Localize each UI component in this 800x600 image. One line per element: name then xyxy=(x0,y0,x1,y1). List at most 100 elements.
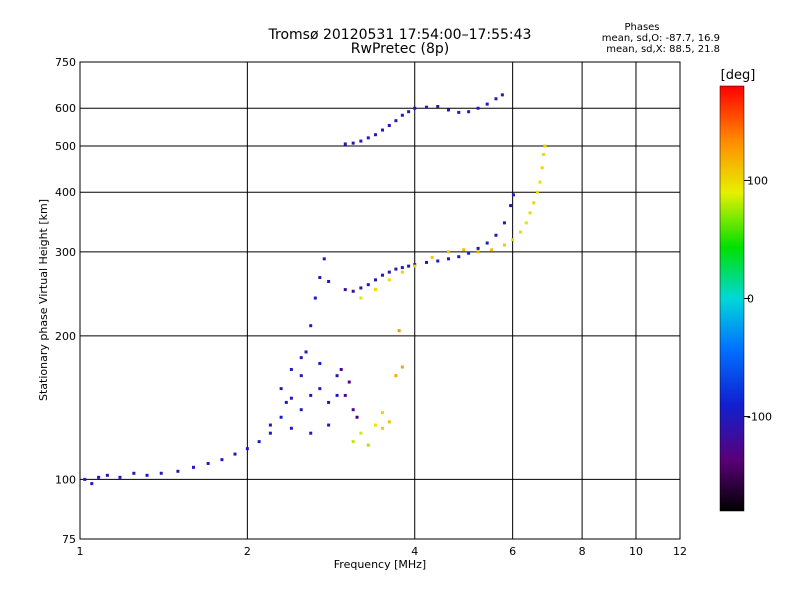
data-point xyxy=(289,396,293,400)
data-point xyxy=(90,482,94,486)
data-point xyxy=(359,286,363,290)
data-point xyxy=(343,393,347,397)
data-point xyxy=(528,211,532,215)
x-tick-label: 10 xyxy=(629,545,643,558)
colorbar-tick-label: 100 xyxy=(747,174,768,187)
data-point xyxy=(446,108,450,112)
x-tick-label: 1 xyxy=(77,545,84,558)
data-point xyxy=(425,260,429,264)
data-point xyxy=(355,415,359,419)
data-point xyxy=(542,152,546,156)
data-point xyxy=(318,276,322,280)
data-point xyxy=(299,374,303,378)
data-point xyxy=(494,97,498,101)
data-point xyxy=(509,204,513,208)
data-point xyxy=(490,248,494,252)
data-point xyxy=(313,296,317,300)
chart-title: Tromsø 20120531 17:54:00–17:55:43 xyxy=(268,27,532,43)
data-point xyxy=(327,279,331,283)
x-tick-label: 6 xyxy=(509,545,516,558)
x-axis-ticks: 1 2 4 6 8 10 12 xyxy=(77,545,688,558)
data-point xyxy=(366,283,370,287)
x-axis-label: Frequency [MHz] xyxy=(334,558,426,571)
x-tick-label: 8 xyxy=(579,545,586,558)
data-point xyxy=(413,264,417,268)
data-point xyxy=(511,193,515,197)
data-point xyxy=(373,423,377,427)
y-axis-label: Stationary phase Virtual Height [km] xyxy=(37,199,50,401)
data-point xyxy=(359,296,363,300)
y-axis-ticks: 75 100 200 300 400 500 600 750 xyxy=(55,56,76,546)
colorbar xyxy=(719,85,745,512)
data-point xyxy=(394,374,398,378)
data-point xyxy=(380,411,384,415)
data-point xyxy=(467,251,471,255)
y-tick-label: 600 xyxy=(55,102,76,115)
data-point xyxy=(500,93,504,97)
data-point xyxy=(289,367,293,371)
data-point xyxy=(318,387,322,391)
data-point xyxy=(351,408,355,412)
data-points xyxy=(83,93,547,486)
data-point xyxy=(351,440,355,444)
data-point xyxy=(543,144,547,148)
y-tick-label: 200 xyxy=(55,330,76,343)
data-point xyxy=(446,250,450,254)
data-point xyxy=(206,461,210,465)
data-point xyxy=(400,266,404,270)
y-tick-label: 300 xyxy=(55,246,76,259)
x-tick-label: 12 xyxy=(673,545,687,558)
data-point xyxy=(446,257,450,261)
data-point xyxy=(397,329,401,333)
data-point xyxy=(335,374,339,378)
data-point xyxy=(366,136,370,140)
data-point xyxy=(387,420,391,424)
data-point xyxy=(343,288,347,292)
data-point xyxy=(318,361,322,365)
data-point xyxy=(476,246,480,250)
data-point xyxy=(467,110,471,114)
data-point xyxy=(268,431,272,435)
data-point xyxy=(511,238,515,242)
phases-heading: Phases xyxy=(624,22,660,33)
data-point xyxy=(351,141,355,145)
data-point xyxy=(373,278,377,282)
data-point xyxy=(284,400,288,404)
data-point xyxy=(400,365,404,369)
data-point xyxy=(540,166,544,170)
y-tick-label: 500 xyxy=(55,140,76,153)
data-point xyxy=(400,113,404,117)
data-point xyxy=(380,426,384,430)
data-point xyxy=(322,257,326,261)
data-point xyxy=(289,426,293,430)
data-point xyxy=(394,119,398,123)
colorbar-unit: [deg] xyxy=(720,68,756,83)
data-point xyxy=(457,110,461,114)
y-tick-label: 75 xyxy=(62,533,76,546)
data-point xyxy=(359,431,363,435)
data-point xyxy=(299,408,303,412)
data-point xyxy=(535,190,539,194)
data-point xyxy=(394,267,398,271)
data-point xyxy=(436,105,440,109)
plot-area xyxy=(79,61,681,540)
data-point xyxy=(304,350,308,354)
data-point xyxy=(519,230,523,234)
data-point xyxy=(502,221,506,225)
data-point xyxy=(105,473,109,477)
colorbar-tick-label: -100 xyxy=(747,411,772,424)
data-point xyxy=(309,324,313,328)
data-point xyxy=(335,393,339,397)
data-point xyxy=(380,273,384,277)
chart-subtitle: RwPretec (8p) xyxy=(350,41,450,57)
data-point xyxy=(257,440,261,444)
data-point xyxy=(145,473,149,477)
data-point xyxy=(502,243,506,247)
data-point xyxy=(425,105,429,109)
data-point xyxy=(233,452,237,456)
y-tick-label: 400 xyxy=(55,186,76,199)
data-point xyxy=(245,447,249,451)
data-point xyxy=(327,423,331,427)
data-point xyxy=(380,128,384,132)
grid xyxy=(80,62,680,539)
